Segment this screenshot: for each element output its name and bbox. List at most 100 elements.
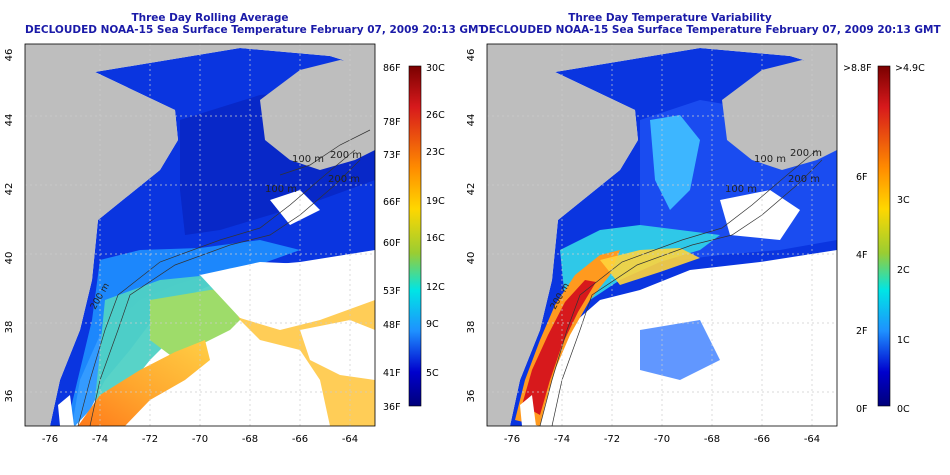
right-land-nova-scotia <box>722 60 837 170</box>
left-cb-c-16: 16C <box>426 233 445 244</box>
right-lon-64: -64 <box>804 434 820 445</box>
right-cb-f-2: 2F <box>856 326 868 337</box>
right-colorbar-f-labels: >8.8F 6F 4F 2F 0F <box>843 63 872 415</box>
right-shelf-yellow <box>600 248 700 285</box>
left-map: 100 m 200 m 100 m 200 m 200 m <box>25 44 375 426</box>
left-contour-label-3: 100 m <box>265 184 297 195</box>
right-cb-c-max: >4.9C <box>895 63 925 74</box>
left-gulf-stream <box>78 340 210 426</box>
right-contour-200 <box>551 159 823 426</box>
right-lon-72: -72 <box>604 434 620 445</box>
left-cb-c-30: 30C <box>426 63 445 74</box>
right-lat-axis: 46 44 42 40 38 36 <box>466 49 477 403</box>
right-lat-40: 40 <box>466 252 477 265</box>
right-title-line2: DECLOUDED NOAA-15 Sea Surface Temperatur… <box>480 24 941 36</box>
left-lat-36: 36 <box>4 390 15 403</box>
left-lat-42: 42 <box>4 183 15 196</box>
left-land-nova-scotia <box>260 60 375 170</box>
right-lon-66: -66 <box>754 434 770 445</box>
left-cb-c-5: 5C <box>426 368 439 379</box>
right-contour-label-2: 100 m <box>725 184 757 195</box>
left-cb-f-66: 66F <box>383 197 401 208</box>
right-patch-blue <box>640 320 720 380</box>
left-lat-46: 46 <box>4 49 15 62</box>
right-lon-68: -68 <box>704 434 720 445</box>
right-shelf-edge-peak <box>522 280 596 415</box>
right-lat-42: 42 <box>466 183 477 196</box>
left-lat-38: 38 <box>4 321 15 334</box>
left-lon-64: -64 <box>342 434 358 445</box>
left-cb-c-23: 23C <box>426 147 445 158</box>
left-contour-100 <box>77 149 356 426</box>
left-title-line2: DECLOUDED NOAA-15 Sea Surface Temperatur… <box>25 24 486 36</box>
right-lon-70: -70 <box>654 434 670 445</box>
right-cb-f-max: >8.8F <box>843 63 872 74</box>
right-cb-c-3: 3C <box>897 195 910 206</box>
left-cb-f-41: 41F <box>383 368 401 379</box>
right-cb-c-2: 2C <box>897 265 910 276</box>
right-map-frame <box>486 43 838 427</box>
left-title: Three Day Rolling Average DECLOUDED NOAA… <box>25 12 486 36</box>
right-lon-axis: -76 -74 -72 -70 -68 -66 -64 <box>504 434 820 445</box>
right-cb-f-6: 6F <box>856 172 868 183</box>
left-bay-white <box>58 395 74 426</box>
left-lon-72: -72 <box>142 434 158 445</box>
left-cloud-3 <box>220 350 300 426</box>
left-cloud-2 <box>300 320 375 380</box>
right-grid <box>487 44 837 426</box>
right-contour-label-3: 200 m <box>788 174 820 185</box>
left-cb-f-86: 86F <box>383 63 401 74</box>
left-contour-label-4: 200 m <box>328 174 360 185</box>
left-cb-f-60: 60F <box>383 238 401 249</box>
left-cloud-4 <box>270 190 320 225</box>
left-lat-axis: 46 44 42 40 38 36 <box>4 49 15 403</box>
left-colorbar <box>408 65 422 407</box>
right-cb-f-0: 0F <box>856 404 868 415</box>
right-title-line1: Three Day Temperature Variability <box>568 12 772 24</box>
left-map-frame <box>24 43 376 427</box>
right-land-mainland <box>487 44 837 426</box>
right-lon-76: -76 <box>504 434 520 445</box>
left-cb-f-78: 78F <box>383 117 401 128</box>
left-cb-f-73: 73F <box>383 150 401 161</box>
left-colorbar-f-labels: 86F 78F 73F 66F 60F 53F 48F 41F 36F <box>383 63 401 413</box>
left-land-mainland <box>25 44 375 426</box>
right-bay-white <box>520 395 536 426</box>
left-contour-ns <box>279 129 371 176</box>
left-cb-c-19: 19C <box>426 196 445 207</box>
left-cb-c-9: 9C <box>426 319 439 330</box>
right-cb-c-1: 1C <box>897 335 910 346</box>
right-map: 100 m 100 m 200 m 200 m 200 m <box>487 44 837 426</box>
right-colorbar <box>877 65 891 407</box>
right-contour-100 <box>539 149 818 426</box>
right-lat-44: 44 <box>466 114 477 127</box>
left-lon-74: -74 <box>92 434 108 445</box>
left-lon-axis: -76 -74 -72 -70 -68 -66 -64 <box>42 434 358 445</box>
left-colorbar-c-labels: 30C 26C 23C 19C 16C 12C 9C 5C <box>426 63 445 379</box>
right-lat-38: 38 <box>466 321 477 334</box>
left-lon-70: -70 <box>192 434 208 445</box>
left-grid <box>25 44 375 426</box>
left-title-line1: Three Day Rolling Average <box>131 12 289 24</box>
right-lon-74: -74 <box>554 434 570 445</box>
left-cb-f-36: 36F <box>383 402 401 413</box>
left-cb-c-26: 26C <box>426 110 445 121</box>
right-variability-plume <box>650 115 700 210</box>
right-cb-c-0: 0C <box>897 404 910 415</box>
right-cloud-2 <box>720 190 800 240</box>
right-lat-36: 36 <box>466 390 477 403</box>
left-lon-76: -76 <box>42 434 58 445</box>
left-cloud-1 <box>200 262 375 330</box>
left-contour-label-1: 100 m <box>292 154 324 165</box>
left-lon-68: -68 <box>242 434 258 445</box>
left-shelf-mid <box>68 240 300 426</box>
left-cb-f-53: 53F <box>383 286 401 297</box>
right-contour-label-4: 200 m <box>790 148 822 159</box>
left-cb-c-12: 12C <box>426 282 445 293</box>
left-contour-label-2: 200 m <box>330 150 362 161</box>
right-cb-f-4: 4F <box>856 250 868 261</box>
right-title: Three Day Temperature Variability DECLOU… <box>480 12 941 36</box>
left-lon-66: -66 <box>292 434 308 445</box>
left-lat-40: 40 <box>4 252 15 265</box>
